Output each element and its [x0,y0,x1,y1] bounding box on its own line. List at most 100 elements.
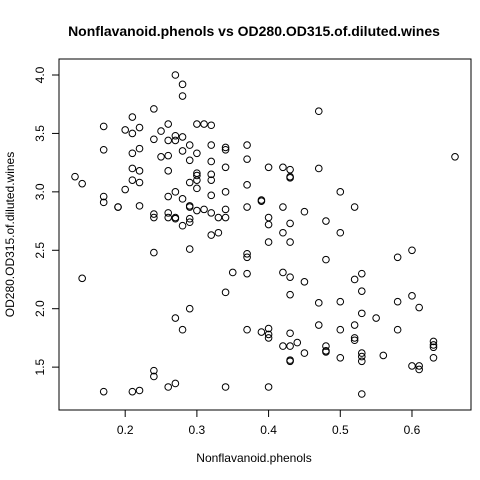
x-tick-label: 0.2 [117,423,134,437]
y-tick-label: 3.0 [33,183,47,200]
data-point [357,352,366,361]
data-point [185,304,194,313]
data-point [150,372,158,381]
data-point [207,176,216,184]
data-point [207,170,216,179]
data-point [121,185,129,194]
data-point [193,120,201,128]
data-point [99,192,108,201]
data-point [221,143,230,152]
data-point [350,321,359,329]
data-point [185,202,194,210]
data-point [350,203,359,211]
data-point [264,220,273,229]
data-point [393,253,402,262]
data-point [157,127,165,135]
data-point [207,191,216,200]
data-point [121,126,129,134]
data-point [207,121,216,130]
data-point [99,145,108,154]
data-point [221,383,230,391]
data-point [372,314,380,322]
data-point [193,149,201,158]
data-point [164,209,173,217]
y-tick-label: 2.5 [33,242,47,259]
data-point [171,213,180,222]
data-point [128,176,137,184]
data-point [314,299,323,307]
data-point [214,213,223,222]
data-point [99,198,108,207]
data-point [300,349,309,357]
data-point [300,207,309,216]
x-tick-label: 0.4 [260,423,277,437]
data-point [207,209,216,217]
y-axis-label: OD280.OD315.of.diluted.wines [3,152,17,317]
data-point [243,155,251,163]
data-point [264,330,273,339]
data-point [99,122,108,131]
data-point [300,278,309,286]
data-point [286,238,294,246]
data-point [193,171,201,180]
data-point [178,133,187,141]
data-point [322,255,330,264]
data-point [286,165,294,174]
data-point [264,383,273,391]
data-point [150,248,158,257]
data-point [286,357,294,366]
data-point [408,292,416,300]
data-point [243,269,251,278]
data-point [221,205,230,214]
data-point [128,113,137,121]
data-point [178,147,187,155]
data-point [128,164,137,173]
data-point [322,217,330,225]
data-point [264,163,273,172]
data-point [408,362,416,370]
data-point [128,129,137,138]
data-point [135,167,144,175]
data-point [178,195,187,203]
data-point [429,343,438,352]
data-point [150,366,158,375]
data-point [164,213,173,222]
data-point [314,107,323,116]
data-point [357,357,366,366]
data-point [228,268,237,277]
data-point [164,192,173,201]
data-point [257,196,266,204]
data-point [314,321,323,329]
data-point [150,105,158,113]
data-point [135,144,144,153]
data-point [336,353,345,362]
data-point [379,351,388,360]
data-point [150,135,158,144]
data-point [135,178,144,187]
data-point [322,348,330,356]
data-point [264,324,273,333]
data-point [164,136,173,145]
chart-title: Nonflavanoid.phenols vs OD280.OD315.of.d… [68,23,440,39]
data-point [171,314,180,322]
data-point [114,203,122,211]
y-tick-label: 4.0 [33,66,47,83]
plot-frame [58,58,472,411]
data-point [314,164,323,173]
data-point [257,328,266,336]
data-point [99,387,108,396]
data-point [164,383,173,391]
x-tick-label: 0.5 [332,423,349,437]
data-point [350,336,359,345]
data-point [78,274,86,283]
data-point [336,297,345,306]
data-point [178,221,187,230]
data-point [164,151,173,160]
data-points [71,71,459,398]
data-point [207,141,216,149]
data-point [429,353,438,362]
data-point [243,325,251,334]
data-point [336,325,345,334]
data-point [243,141,251,149]
